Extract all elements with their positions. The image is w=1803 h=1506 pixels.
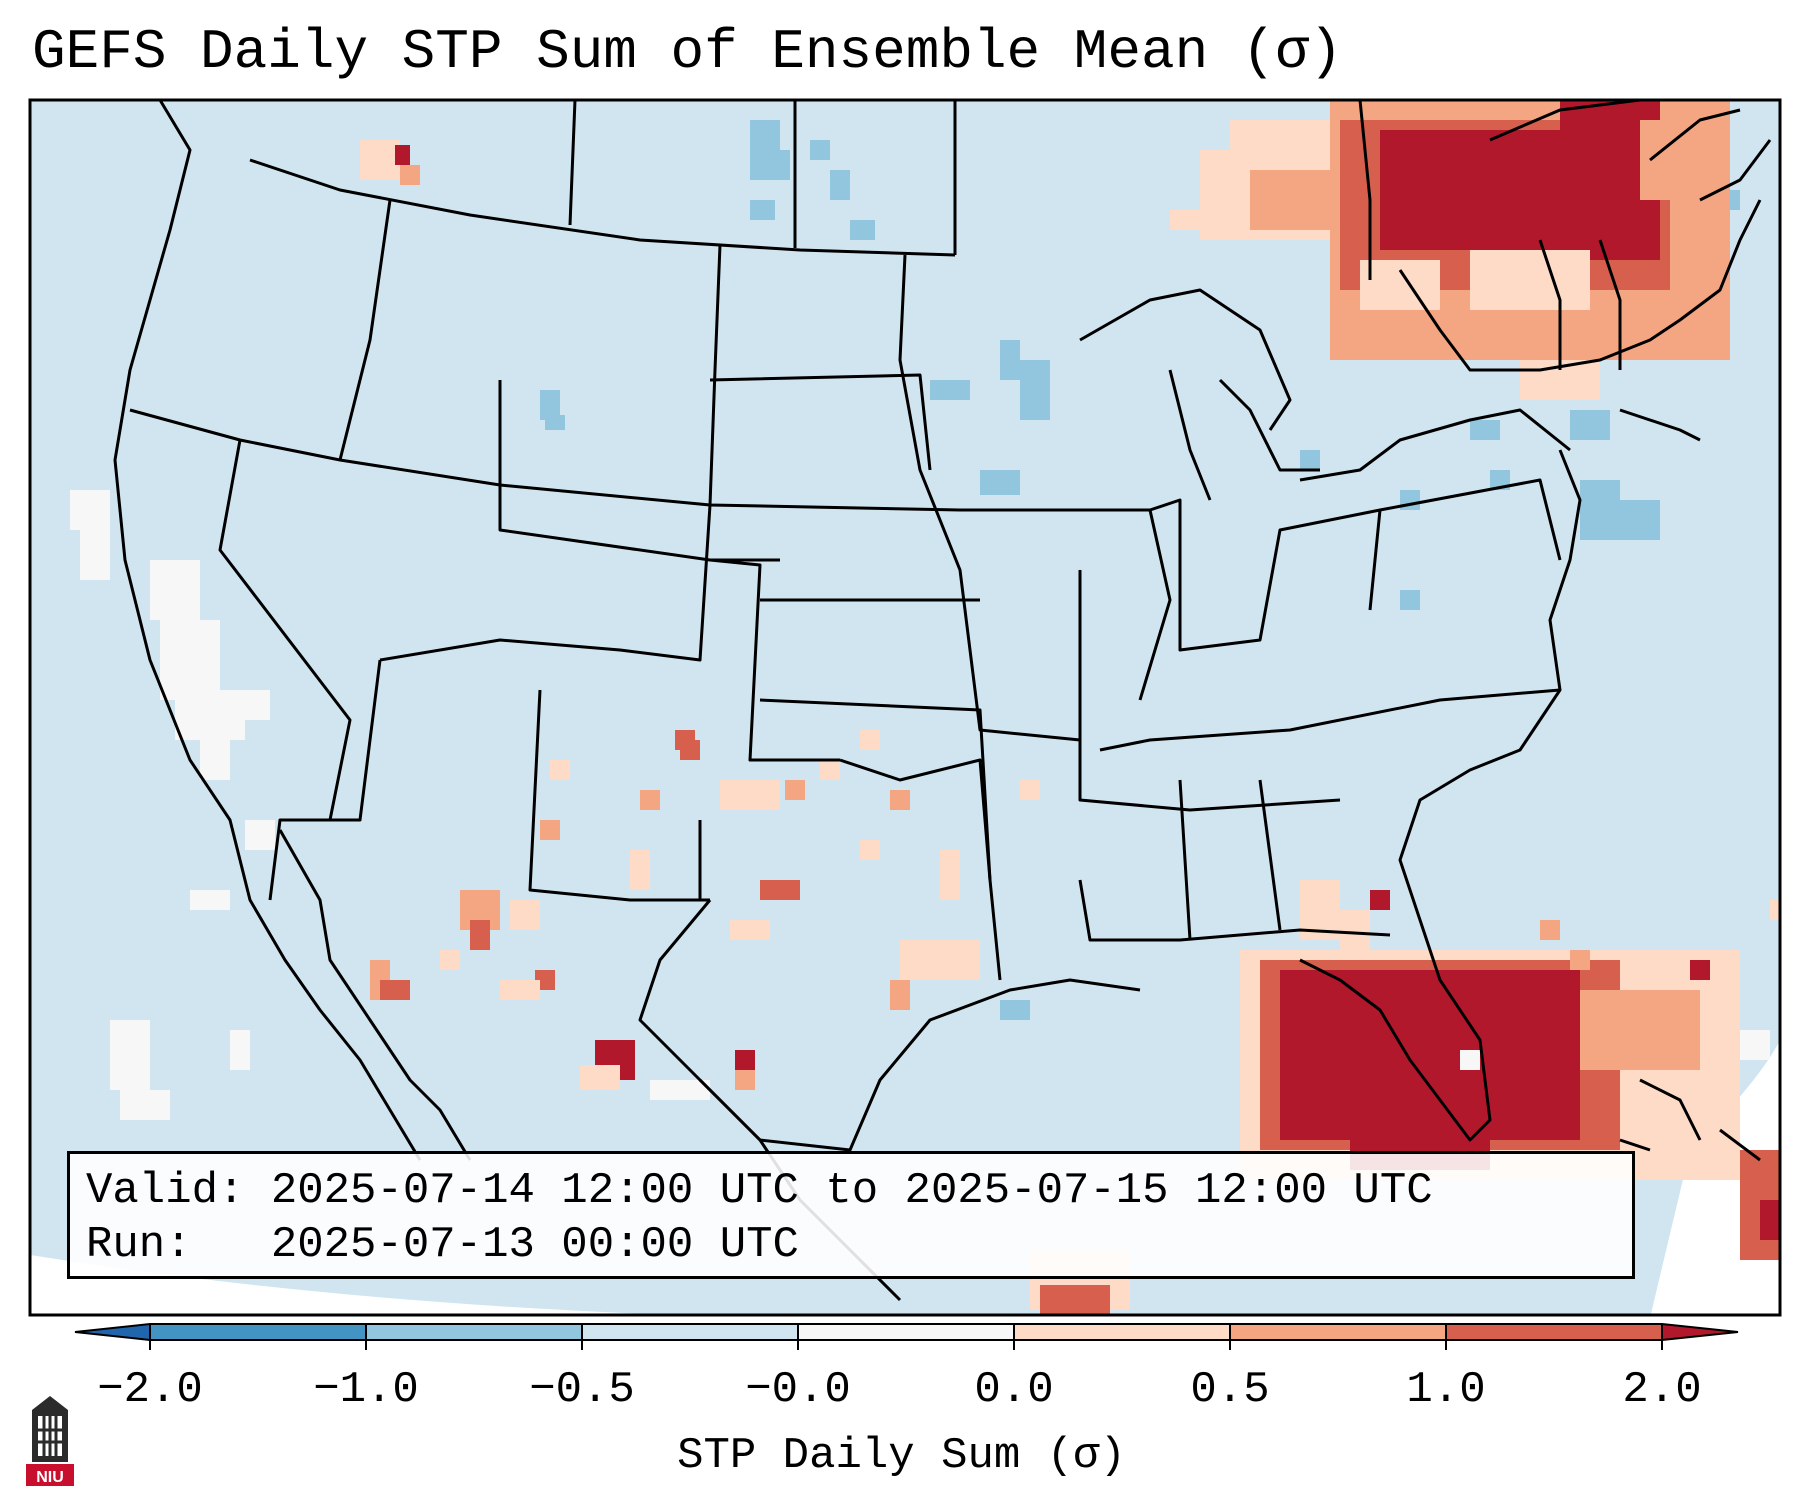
colorbar-bin bbox=[1230, 1324, 1446, 1340]
colorbar-tick-label: 0.0 bbox=[974, 1365, 1054, 1415]
colorbar bbox=[74, 1323, 1739, 1350]
colorbar-bin bbox=[582, 1324, 798, 1340]
colorbar-ticks bbox=[149, 1324, 1663, 1350]
colorbar-tick-label: −0.5 bbox=[529, 1365, 635, 1415]
run-label: Run: bbox=[86, 1220, 192, 1270]
colorbar-tick-label: −1.0 bbox=[313, 1365, 419, 1415]
colorbar-tick-label: 1.0 bbox=[1406, 1365, 1486, 1415]
chart-title: GEFS Daily STP Sum of Ensemble Mean (σ) bbox=[32, 20, 1343, 84]
colorbar-tick-label: 2.0 bbox=[1622, 1365, 1702, 1415]
atlantic-coastline bbox=[1299, 449, 1582, 1142]
logo-text: NIU bbox=[36, 1469, 64, 1486]
map-area bbox=[30, 100, 1780, 1315]
map-frame bbox=[28, 98, 1782, 1317]
colorbar-tick-label: −0.0 bbox=[745, 1365, 851, 1415]
out-of-domain-area bbox=[30, 1255, 675, 1315]
great-lakes-outline bbox=[1079, 288, 1292, 431]
colorbar-bin bbox=[150, 1324, 366, 1340]
colorbar-bin bbox=[1446, 1324, 1662, 1340]
pacific-coastline bbox=[113, 100, 422, 1161]
run-time-value: 2025-07-13 00:00 UTC bbox=[270, 1220, 799, 1270]
colorbar-tick-label: −2.0 bbox=[97, 1365, 203, 1415]
university-tower-logo: NIU bbox=[26, 1396, 74, 1486]
valid-time-value: 2025-07-14 12:00 UTC to 2025-07-15 12:00… bbox=[270, 1166, 1433, 1216]
colorbar-bin bbox=[798, 1324, 1014, 1340]
scattered-positive-cells bbox=[360, 140, 1780, 1090]
baja-gulf-coast bbox=[278, 829, 472, 1161]
colorbar-extend-low bbox=[75, 1324, 150, 1340]
canada-us-border bbox=[249, 158, 956, 257]
us-mexico-gulf-coast bbox=[638, 899, 1141, 1152]
colorbar-extend-high bbox=[1662, 1324, 1738, 1340]
colorbar-tick-label: 0.5 bbox=[1190, 1365, 1270, 1415]
pacific-neutral-cells bbox=[70, 490, 1770, 1120]
colorbar-bin bbox=[1014, 1324, 1230, 1340]
canada-positive-cluster bbox=[1170, 100, 1730, 400]
colorbar-bin bbox=[366, 1324, 582, 1340]
valid-time-box: Valid: 2025-07-14 12:00 UTC to 2025-07-1… bbox=[67, 1151, 1635, 1279]
valid-label: Valid: bbox=[86, 1166, 245, 1216]
negative-anomaly-cells bbox=[540, 120, 1740, 1020]
colorbar-label: STP Daily Sum (σ) bbox=[677, 1431, 1126, 1481]
political-boundaries bbox=[113, 100, 1772, 1302]
